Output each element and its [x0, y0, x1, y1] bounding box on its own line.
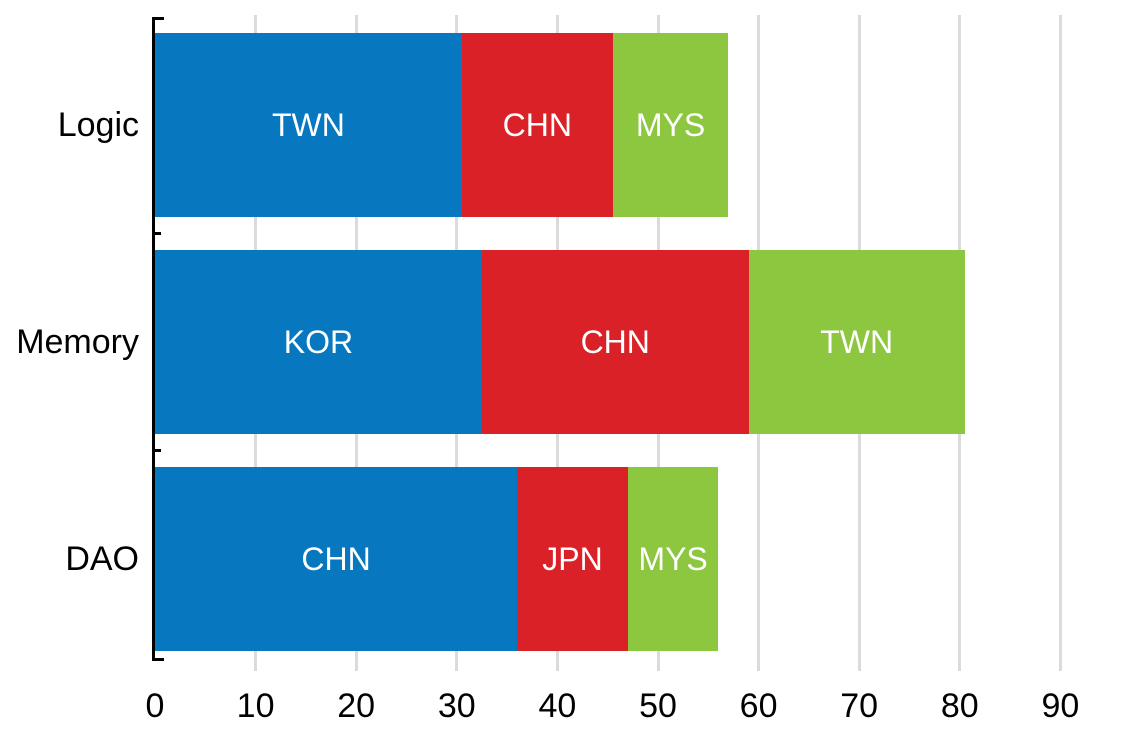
- category-label-dao: DAO: [65, 540, 139, 578]
- segment-label: TWN: [820, 324, 894, 360]
- segment-label: TWN: [271, 107, 345, 143]
- segment-label: MYS: [638, 541, 708, 577]
- bar-segment-dao-mys: MYS: [627, 467, 719, 651]
- bar-segment-dao-chn: CHN: [155, 467, 518, 651]
- x-tick-label-70: 70: [840, 687, 879, 725]
- segment-label: MYS: [635, 107, 706, 143]
- segment-label: JPN: [542, 541, 603, 577]
- x-tick-label-10: 10: [236, 687, 275, 725]
- x-tick-label-60: 60: [739, 687, 778, 725]
- y-axis-tick-2: [152, 449, 161, 452]
- bar-segment-dao-jpn: JPN: [517, 467, 628, 651]
- bar-segment-memory-twn: TWN: [748, 250, 965, 434]
- y-axis-line: [152, 17, 155, 661]
- x-tick-label-40: 40: [538, 687, 577, 725]
- x-tick-label-20: 20: [337, 687, 376, 725]
- category-label-logic: Logic: [57, 106, 139, 144]
- x-tick-label-90: 90: [1041, 687, 1080, 725]
- x-tick-label-30: 30: [437, 687, 476, 725]
- segment-label: KOR: [283, 324, 354, 360]
- segment-label: CHN: [301, 541, 371, 577]
- bar-row-logic: TWN CHN MYS: [155, 33, 729, 217]
- segment-label: CHN: [502, 107, 572, 143]
- x-tick-label-80: 80: [940, 687, 979, 725]
- bar-segment-logic-twn: TWN: [155, 33, 462, 217]
- category-label-memory: Memory: [16, 323, 139, 361]
- x-tick-label-50: 50: [639, 687, 677, 725]
- y-axis-tick-1: [152, 232, 161, 235]
- y-axis-cap-top: [152, 17, 164, 20]
- bar-segment-memory-chn: CHN: [481, 250, 749, 434]
- bar-segment-memory-kor: KOR: [155, 250, 482, 434]
- bar-segment-logic-chn: CHN: [461, 33, 613, 217]
- y-axis-cap-bottom: [152, 658, 164, 661]
- bar-segment-logic-mys: MYS: [612, 33, 729, 217]
- bar-row-memory: KOR CHN TWN: [155, 250, 965, 434]
- gridline-90: [1058, 15, 1062, 671]
- segment-label: CHN: [580, 324, 650, 360]
- bar-row-dao: CHN JPN MYS: [155, 467, 719, 651]
- x-tick-label-0: 0: [145, 687, 165, 725]
